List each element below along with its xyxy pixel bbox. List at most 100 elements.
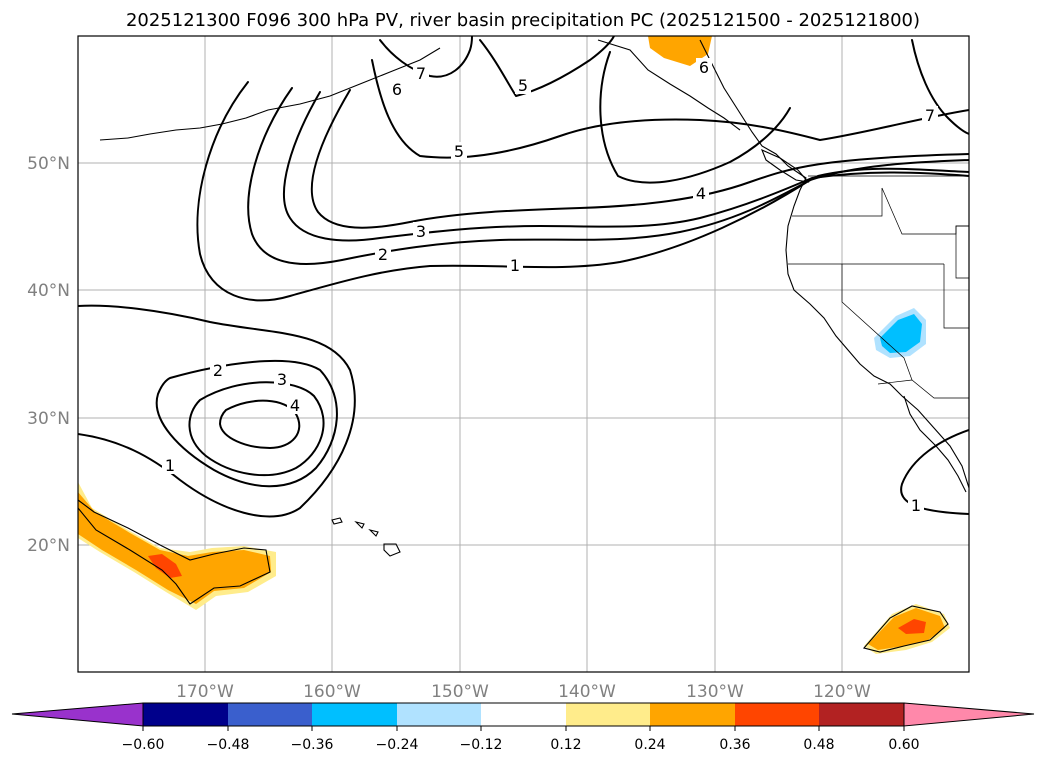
clabel-halo	[515, 76, 531, 94]
clabel-halo	[287, 396, 303, 414]
lat-label-30n: 30°N	[27, 409, 70, 429]
coast-vancouver-island	[760, 148, 810, 183]
coast-aleutians	[99, 47, 441, 141]
colorbar-bin-5	[481, 703, 566, 726]
clabel-halo	[696, 58, 712, 76]
colorbar-bin-9	[819, 703, 904, 726]
lon-label-160w: 160°W	[303, 682, 361, 702]
pv-contours	[78, 36, 969, 518]
pv-label-south-3: 3	[277, 370, 287, 389]
colorbar-extend-min	[11, 702, 144, 727]
colorbar-frame	[142, 702, 905, 727]
colorbar-bin-3	[312, 703, 397, 726]
clabel-halo	[413, 222, 429, 240]
lon-axis-labels: 170°W 160°W 150°W 140°W 130°W 120°W	[176, 682, 871, 702]
colorbar-bin-8	[735, 703, 819, 726]
pv-contour-north-7b	[379, 36, 473, 78]
border-east-box	[955, 225, 969, 279]
clabel-halo	[451, 142, 467, 160]
pv-contour-north-6	[599, 51, 791, 184]
pv-label-north-6: 6	[699, 58, 709, 77]
precip-hawaii-orange	[78, 492, 271, 604]
map-frame	[77, 35, 970, 673]
lon-label-120w: 120°W	[813, 682, 871, 702]
lat-axis-labels: 50°N 40°N 30°N 20°N	[27, 154, 70, 556]
coast-alaska-panhandle	[597, 39, 741, 131]
precip-hawaii-red	[148, 554, 182, 578]
map-plot-area: 1 2 3 4 5 5 6 6 7 7 1	[77, 35, 970, 673]
clabel-halo	[908, 496, 924, 514]
pv-contour-south-1	[78, 304, 356, 518]
colorbar-tick-label: 0.12	[550, 737, 581, 753]
clabel-halo	[274, 370, 290, 388]
border-or-wa	[792, 188, 883, 217]
lat-label-50n: 50°N	[27, 154, 70, 174]
coast-hawaii-basin	[78, 499, 271, 605]
colorbar-tick-label: −0.12	[460, 737, 503, 753]
lon-label-140w: 140°W	[558, 682, 616, 702]
pv-label-south-4: 4	[290, 396, 300, 415]
clabel-halo	[375, 245, 391, 263]
lon-label-170w: 170°W	[176, 682, 234, 702]
pv-label-south-2: 2	[213, 361, 223, 380]
pv-label-north-2: 2	[378, 245, 388, 264]
colorbar-tick-label: 0.48	[803, 737, 834, 753]
pv-label-north-6b: 6	[392, 80, 402, 99]
pv-label-north-3: 3	[416, 222, 426, 241]
coast-west-north-america	[699, 39, 969, 489]
clabel-halo	[922, 106, 938, 124]
colorbar-tick-label: −0.48	[207, 737, 250, 753]
figure-title: 2025121300 F096 300 hPa PV, river basin …	[126, 10, 920, 31]
colorbar-extend-max	[903, 702, 1035, 727]
political-borders	[788, 175, 969, 399]
colorbar-bin-4	[397, 703, 481, 726]
pv-label-north-7b: 7	[416, 64, 426, 83]
pv-contour-east-1	[900, 429, 969, 515]
pv-contour-labels: 1 2 3 4 5 5 6 6 7 7 1	[162, 58, 938, 515]
lon-label-130w: 130°W	[686, 682, 744, 702]
pv-label-north-7: 7	[925, 106, 935, 125]
colorbar-bin-7	[650, 703, 735, 726]
precip-shading	[78, 36, 950, 654]
colorbar-bin-1	[143, 703, 228, 726]
clabel-halo	[162, 456, 178, 474]
colorbar-bin-6	[566, 703, 650, 726]
pv-contour-north-2	[247, 87, 969, 265]
pv-label-north-5: 5	[454, 142, 464, 161]
coast-baja-basin	[862, 605, 949, 653]
colorbar-tick-label: −0.36	[291, 737, 334, 753]
border-ca-nv	[841, 264, 913, 381]
pv-contour-south-4	[219, 399, 301, 449]
colorbar: −0.60 −0.48 −0.36 −0.24 −0.12 0.12 0.24 …	[11, 702, 1035, 753]
clabel-halo	[389, 80, 405, 98]
pv-contour-south-2	[155, 359, 338, 488]
colorbar-tick-label: −0.24	[376, 737, 419, 753]
clabel-halo	[413, 64, 429, 82]
border-us-mexico	[877, 379, 969, 399]
pv-label-north-5b: 5	[518, 76, 528, 95]
colorbar-ticks	[142, 726, 905, 731]
pv-label-north-1: 1	[510, 256, 520, 275]
clabel-halo	[507, 256, 523, 274]
coast-hawaiian-islands	[331, 517, 401, 557]
colorbar-tick-label: 0.24	[634, 737, 665, 753]
pv-label-north-4: 4	[696, 184, 706, 203]
pv-contour-north-7	[911, 39, 969, 135]
lat-label-20n: 20°N	[27, 536, 70, 556]
colorbar-tick-label: 0.36	[719, 737, 750, 753]
colorbar-tick-label: −0.60	[122, 737, 165, 753]
colorbar-tick-labels: −0.60 −0.48 −0.36 −0.24 −0.12 0.12 0.24 …	[122, 737, 920, 753]
pv-contour-north-3	[283, 91, 969, 242]
pv-label-east-1: 1	[911, 496, 921, 515]
pv-label-south-1: 1	[165, 456, 175, 475]
colorbar-tick-label: 0.60	[888, 737, 919, 753]
pv-contour-north-5	[371, 59, 969, 159]
colorbar-bin-2	[228, 703, 312, 726]
clabel-halo	[693, 184, 709, 202]
precip-baja-red	[898, 619, 926, 634]
border-nv-az	[943, 264, 969, 329]
pv-contour-north-4	[310, 89, 969, 229]
clabel-halo	[210, 361, 226, 379]
lat-label-40n: 40°N	[27, 281, 70, 301]
